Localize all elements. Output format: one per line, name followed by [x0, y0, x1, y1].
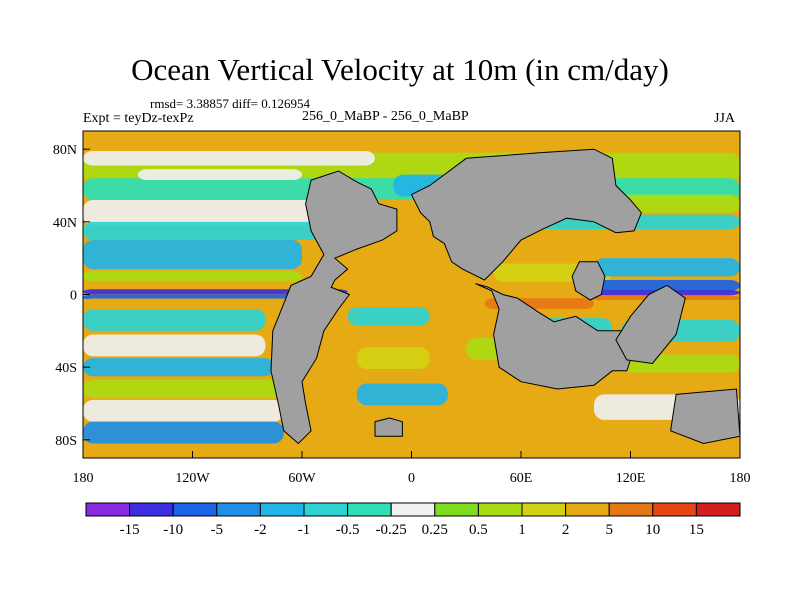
y-tick-label-2: 0 — [70, 289, 77, 304]
colorbar-box-6 — [347, 502, 392, 517]
colorbar-label-6: -0.25 — [376, 522, 407, 538]
land-masks — [270, 148, 740, 445]
colorbar-box-7 — [390, 502, 436, 517]
colorbar-label-9: 1 — [518, 522, 526, 538]
colorbar-box-10 — [521, 502, 567, 517]
y-tick-label-0: 80N — [53, 143, 77, 158]
land-mass-5 — [615, 284, 686, 365]
colorbar-label-3: -2 — [254, 522, 267, 538]
colorbar-label-2: -5 — [211, 522, 224, 538]
y-tick-label-3: 40S — [55, 361, 77, 376]
colorbar-box-5 — [303, 502, 349, 517]
colorbar-label-0: -15 — [120, 522, 140, 538]
colorbar-box-12 — [608, 502, 654, 517]
colorbar-box-4 — [259, 502, 305, 517]
velocity-band-7 — [83, 270, 302, 282]
x-tick-label-3: 0 — [408, 471, 415, 486]
velocity-band-15 — [83, 379, 284, 399]
velocity-band-8 — [83, 281, 348, 290]
velocity-band-18 — [338, 270, 412, 282]
velocity-band-4 — [83, 200, 339, 226]
land-mass-1 — [374, 417, 403, 437]
x-tick-label-5: 120E — [616, 471, 646, 486]
velocity-band-13 — [83, 334, 266, 357]
velocity-band-5 — [83, 221, 339, 240]
chart-title: Ocean Vertical Velocity at 10m (in cm/da… — [131, 52, 669, 87]
land-mass-2 — [410, 148, 642, 281]
colorbar-label-10: 2 — [562, 522, 570, 538]
colorbar-box-9 — [477, 502, 523, 517]
colorbar-box-14 — [695, 502, 741, 517]
x-tick-label-4: 60E — [510, 471, 533, 486]
velocity-band-3 — [137, 169, 302, 181]
colorbar-label-8: 0.5 — [469, 522, 488, 538]
colorbar-box-13 — [652, 502, 697, 517]
colorbar-label-12: 10 — [645, 522, 660, 538]
colorbar-label-11: 5 — [605, 522, 613, 538]
velocity-band-6 — [83, 240, 302, 270]
experiment-annotation: Expt = teyDz-texPz — [83, 111, 194, 126]
land-mass-6 — [670, 388, 740, 445]
velocity-band-11 — [83, 298, 348, 306]
colorbar-label-5: -0.5 — [336, 522, 360, 538]
velocity-band-27 — [594, 258, 740, 277]
colorbar-box-2 — [172, 502, 218, 517]
velocity-band-21 — [356, 383, 448, 406]
velocity-band-17 — [83, 421, 284, 444]
y-tick-label-1: 40N — [53, 216, 77, 231]
plot-area — [83, 131, 740, 458]
case-annotation: 256_0_MaBP - 256_0_MaBP — [302, 109, 469, 124]
colorbar-box-8 — [434, 502, 479, 517]
colorbar-box-11 — [565, 502, 610, 517]
velocity-band-16 — [83, 399, 284, 422]
colorbar-label-4: -1 — [298, 522, 311, 538]
velocity-band-20 — [356, 347, 430, 369]
land-mass-4 — [571, 261, 606, 301]
colorbar: -15 -10 -5 -2 -1 -0.5 -0.25 0.25 0.5 1 2 5 10 15 — [85, 502, 741, 538]
y-tick-label-4: 80S — [55, 434, 77, 449]
axis-ticks: 180 120W 60W 0 60E 120E 180 80N 40N 0 40S 80S — [53, 143, 751, 486]
colorbar-box-1 — [129, 502, 174, 517]
x-tick-label-6: 180 — [730, 471, 751, 486]
x-tick-label-0: 180 — [73, 471, 94, 486]
colorbar-box-0 — [85, 502, 131, 517]
velocity-band-19 — [347, 307, 430, 326]
velocity-band-12 — [83, 309, 266, 331]
x-tick-label-1: 120W — [175, 471, 210, 486]
velocity-band-14 — [83, 358, 275, 377]
colorbar-label-1: -10 — [163, 522, 183, 538]
colorbar-label-13: 15 — [689, 522, 704, 538]
land-mass-0 — [270, 170, 398, 445]
stats-annotation: rmsd= 3.38857 diff= 0.126954 — [150, 96, 310, 111]
colorbar-label-7: 0.25 — [422, 522, 448, 538]
x-tick-label-2: 60W — [288, 471, 316, 486]
season-annotation: JJA — [714, 111, 736, 126]
velocity-band-9 — [83, 289, 348, 295]
velocity-band-2 — [83, 150, 375, 166]
colorbar-box-3 — [216, 502, 261, 517]
